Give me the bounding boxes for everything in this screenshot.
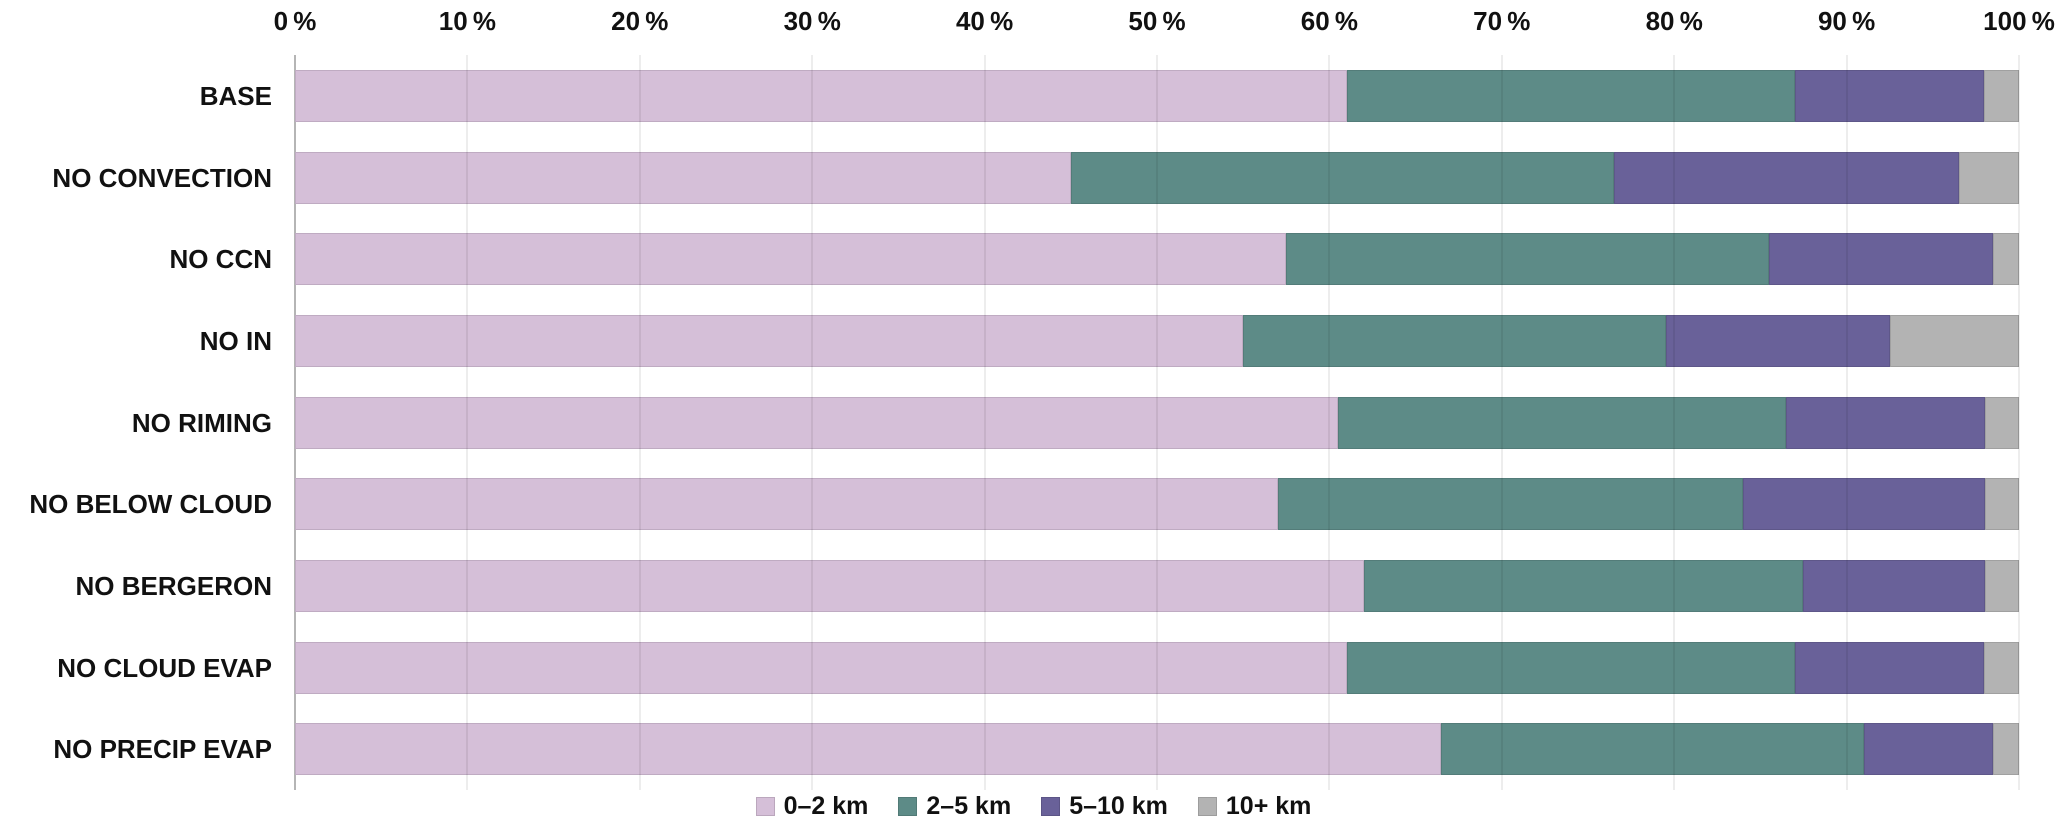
category-label: NO BELOW CLOUD [29, 489, 272, 520]
bar-segment-2-5-km [1441, 723, 1864, 776]
bar-segment-10+-km [1984, 478, 2019, 531]
x-axis-tick-label: 0 % [273, 6, 317, 36]
bar-segment-5-10-km [1803, 559, 1985, 612]
bar-row [295, 641, 2019, 694]
category-label: NO RIMING [131, 407, 272, 438]
bar-segment-2-5-km [1070, 151, 1614, 204]
gridline [1500, 55, 1503, 790]
bar-segment-10+-km [1993, 723, 2019, 776]
x-axis-tick-label: 10 % [438, 6, 497, 36]
x-axis-tick-label: 90 % [1817, 6, 1876, 36]
x-axis-tick-label: 60 % [1300, 6, 1359, 36]
bar-segment-0-2-km [295, 396, 1339, 449]
x-axis-tick-label: 20 % [611, 6, 669, 36]
category-label: NO CLOUD EVAP [57, 652, 272, 683]
x-axis-tick-label: 100 % [1983, 6, 2055, 36]
bar-segment-5-10-km [1665, 314, 1890, 367]
bar-segment-10+-km [1984, 69, 2019, 122]
bar-segment-0-2-km [295, 151, 1071, 204]
category-label: NO CCN [169, 244, 272, 275]
category-label: NO IN [199, 325, 272, 356]
gridline [1328, 55, 1331, 790]
bar-segment-10+-km [1984, 396, 2019, 449]
x-axis-tick-label: 80 % [1645, 6, 1703, 36]
bar-row [295, 396, 2019, 449]
bar-row [295, 559, 2019, 612]
category-label: NO BERGERON [75, 570, 272, 601]
x-axis-tick-label: 40 % [955, 6, 1014, 36]
legend-swatch-icon [898, 797, 918, 816]
legend-item: 2–5 km [898, 792, 1011, 821]
bar-segment-5-10-km [1769, 233, 1994, 286]
legend-swatch-icon [1041, 797, 1061, 816]
plot-area [294, 55, 2020, 790]
gridline [1845, 55, 1848, 790]
bar-row [295, 233, 2019, 286]
legend-item: 0–2 km [755, 792, 869, 821]
category-labels: BASE NO CONVECTION NO CCN NO IN NO RIMING NO … [0, 0, 272, 838]
bar-segment-10+-km [1984, 641, 2019, 694]
legend-item: 5–10 km [1041, 792, 1168, 821]
category-label: NO CONVECTION [52, 162, 272, 193]
legend: 0–2 km 2–5 km 5–10 km 10+ km [0, 792, 2067, 821]
bar-segment-5-10-km [1743, 478, 1985, 531]
gridline [811, 55, 814, 790]
bar-segment-2-5-km [1363, 559, 1804, 612]
bar-segment-10+-km [1993, 233, 2019, 286]
bar-row [295, 314, 2019, 367]
bar-segment-5-10-km [1613, 151, 1959, 204]
bar-segment-0-2-km [295, 314, 1244, 367]
x-axis-tick-label: 70 % [1473, 6, 1531, 36]
bar-segment-0-2-km [295, 641, 1347, 694]
bar-segment-2-5-km [1243, 314, 1666, 367]
bar-segment-5-10-km [1794, 641, 1985, 694]
bar-segment-2-5-km [1286, 233, 1770, 286]
bar-segment-10+-km [1984, 559, 2019, 612]
gridline [2018, 55, 2020, 790]
legend-swatch-icon [755, 797, 775, 816]
bar-row [295, 478, 2019, 531]
bar-row [295, 69, 2019, 122]
legend-label: 5–10 km [1069, 792, 1168, 820]
bar-segment-10+-km [1889, 314, 2019, 367]
bar-segment-10+-km [1958, 151, 2019, 204]
gridline [466, 55, 469, 790]
bar-segment-0-2-km [295, 723, 1442, 776]
gridline [1673, 55, 1676, 790]
legend-item: 10+ km [1197, 792, 1312, 821]
bar-segment-0-2-km [295, 559, 1364, 612]
bar-segment-2-5-km [1277, 478, 1744, 531]
category-label: BASE [199, 80, 272, 111]
x-axis-tick-label: 50 % [1128, 6, 1186, 36]
x-axis-tick-label: 30 % [783, 6, 841, 36]
legend-label: 0–2 km [783, 792, 869, 820]
bar-segment-0-2-km [295, 69, 1347, 122]
category-label: NO PRECIP EVAP [53, 734, 272, 765]
gridline [983, 55, 986, 790]
gridline [638, 55, 641, 790]
bar-segment-5-10-km [1794, 69, 1985, 122]
bar-segment-0-2-km [295, 233, 1287, 286]
gridline [1156, 55, 1158, 790]
legend-swatch-icon [1197, 797, 1217, 816]
bar-segment-2-5-km [1346, 641, 1795, 694]
bar-row [295, 151, 2019, 204]
bar-segment-5-10-km [1786, 396, 1985, 449]
bar-segment-5-10-km [1863, 723, 1994, 776]
bar-segment-2-5-km [1338, 396, 1787, 449]
bar-segment-0-2-km [295, 478, 1278, 531]
legend-label: 10+ km [1225, 792, 1312, 820]
legend-label: 2–5 km [926, 792, 1012, 820]
bar-segment-2-5-km [1346, 69, 1795, 122]
bar-row [295, 723, 2019, 776]
